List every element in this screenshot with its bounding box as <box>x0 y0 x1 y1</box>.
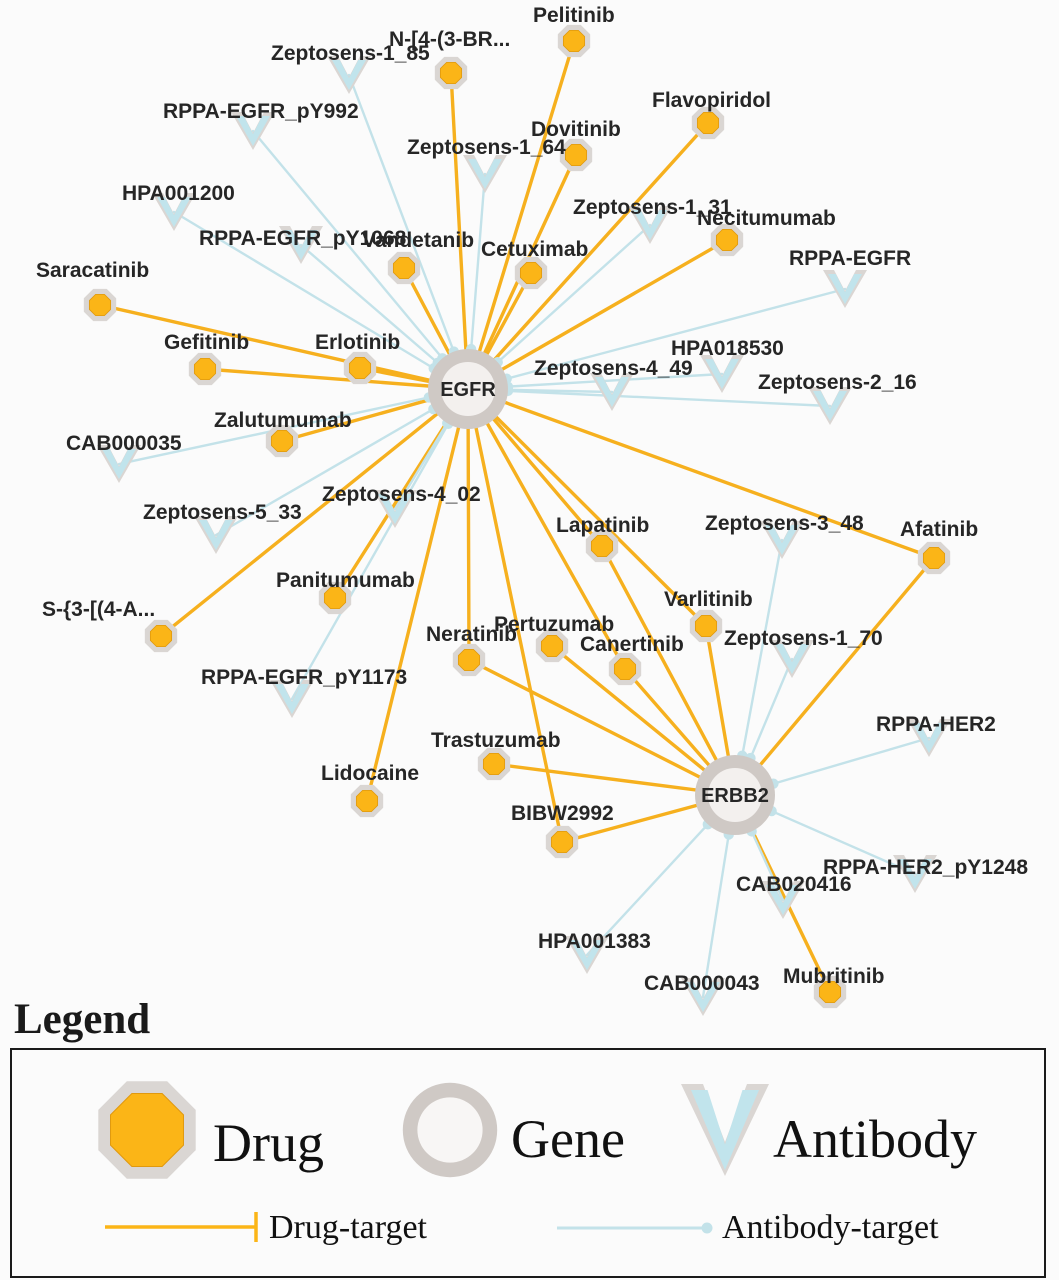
svg-text:Drug: Drug <box>213 1113 324 1173</box>
svg-text:Gene: Gene <box>511 1109 625 1169</box>
svg-text:Drug-target: Drug-target <box>269 1209 428 1246</box>
svg-text:Antibody-target: Antibody-target <box>722 1209 939 1246</box>
svg-text:Antibody: Antibody <box>773 1109 977 1169</box>
